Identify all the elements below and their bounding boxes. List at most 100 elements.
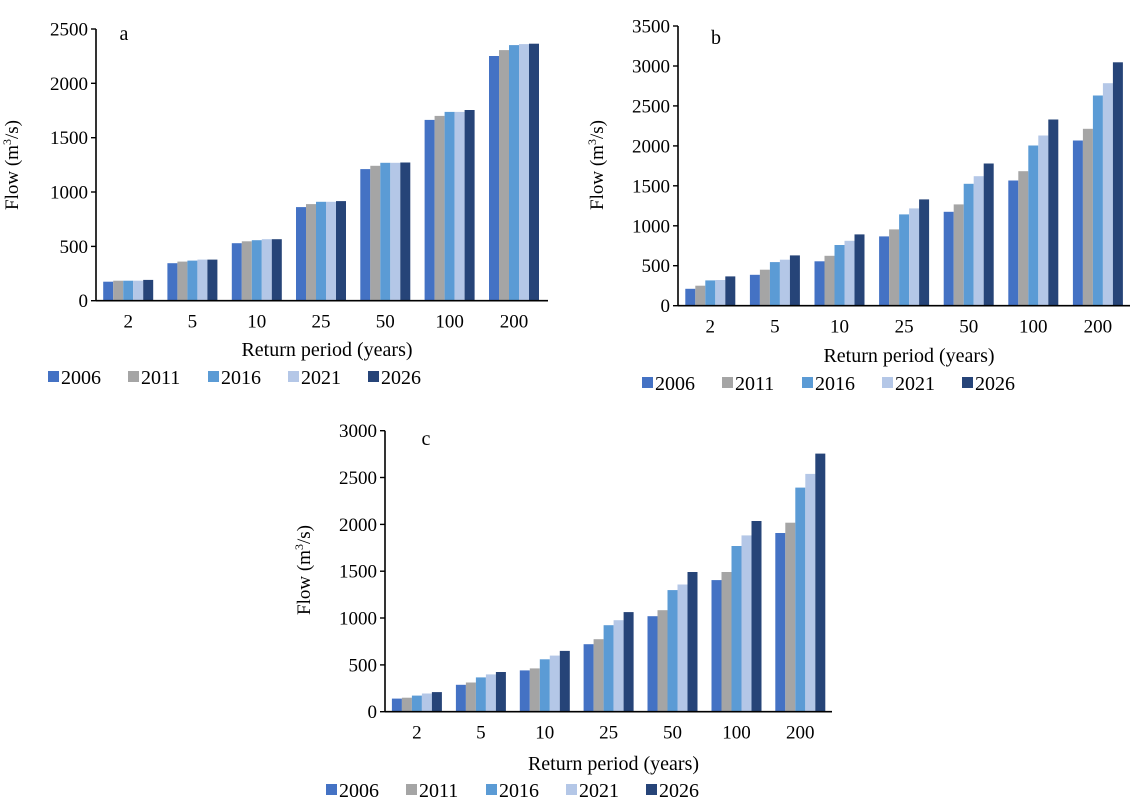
bar-2011-5 xyxy=(465,682,476,712)
bar-2021-2 xyxy=(715,280,726,306)
x-tick-label: 5 xyxy=(770,317,780,338)
bar-2021-200 xyxy=(519,44,529,301)
y-axis-label-sup: 3 xyxy=(0,139,14,145)
legend: 2006 2011 2016 2021 2026 xyxy=(48,367,421,389)
bar-2021-10 xyxy=(844,240,855,306)
y-axis-label: Flow (m3/s) xyxy=(0,120,23,210)
x-axis-label: Return period (years) xyxy=(241,339,412,361)
x-tick-label: 25 xyxy=(895,317,914,338)
bar-2006-10 xyxy=(519,670,530,712)
legend-label: 2026 xyxy=(381,367,421,389)
panel-label: a xyxy=(120,23,129,45)
bar-2021-100 xyxy=(1038,135,1049,306)
bar-2016-25 xyxy=(603,625,614,712)
bar-2026-100 xyxy=(1048,119,1059,306)
bar-2016-200 xyxy=(509,45,519,301)
bar-2021-100 xyxy=(454,111,465,301)
bar-2026-200 xyxy=(1112,62,1123,306)
y-tick-label: 1000 xyxy=(632,216,670,237)
bar-2016-5 xyxy=(769,262,780,306)
legend-swatch-2021 xyxy=(288,371,299,382)
y-tick-label: 2500 xyxy=(339,468,377,489)
bar-2006-2 xyxy=(103,281,114,301)
bar-2006-5 xyxy=(749,274,760,306)
x-tick-label: 2 xyxy=(123,312,133,333)
bar-2016-25 xyxy=(899,214,910,306)
y-tick-label: 3500 xyxy=(632,17,670,38)
bar-2011-10 xyxy=(241,241,252,301)
bar-2016-2 xyxy=(411,695,422,712)
bar-2016-2 xyxy=(705,280,716,306)
y-tick-label: 1000 xyxy=(50,183,88,204)
y-tick-label: 1500 xyxy=(632,176,670,197)
bar-2021-10 xyxy=(261,239,272,301)
bar-2021-5 xyxy=(197,259,208,301)
bar-2026-10 xyxy=(559,650,570,712)
y-tick-label: 500 xyxy=(642,256,671,277)
legend-label: 2021 xyxy=(579,780,619,802)
bar-2006-5 xyxy=(167,263,178,301)
y-tick-label: 1500 xyxy=(339,562,377,583)
bar-2011-5 xyxy=(759,269,770,306)
bar-2011-100 xyxy=(721,572,732,712)
legend-swatch-2011 xyxy=(722,377,733,388)
x-tick-label: 10 xyxy=(830,317,849,338)
x-axis-label: Return period (years) xyxy=(528,753,699,775)
bar-2021-25 xyxy=(326,201,336,301)
bar-2011-50 xyxy=(953,204,964,306)
bar-2021-25 xyxy=(613,620,624,712)
bar-2011-25 xyxy=(889,229,900,306)
bar-2016-100 xyxy=(731,546,742,712)
y-axis-label-tail: /s) xyxy=(2,120,23,139)
x-tick-label: 200 xyxy=(500,312,529,333)
y-tick-label: 2000 xyxy=(339,515,377,536)
legend-label: 2011 xyxy=(141,367,180,389)
y-axis-label-tail: /s) xyxy=(294,525,315,544)
y-tick-label: 0 xyxy=(661,296,671,317)
x-tick-label: 5 xyxy=(476,723,486,744)
legend-label: 2016 xyxy=(499,780,539,802)
bar-2011-200 xyxy=(499,50,509,301)
bar-2026-50 xyxy=(400,162,411,301)
legend-swatch-2026 xyxy=(368,371,379,382)
bar-2011-2 xyxy=(113,280,124,301)
bar-2021-5 xyxy=(779,259,790,306)
legend-label: 2011 xyxy=(419,780,458,802)
bar-2006-200 xyxy=(775,533,786,712)
bar-2016-5 xyxy=(475,677,486,712)
legend-swatch-2006 xyxy=(48,371,59,382)
bar-2011-25 xyxy=(593,639,604,712)
y-tick-label: 2500 xyxy=(50,20,88,41)
legend-swatch-2006 xyxy=(326,784,337,795)
bar-2016-100 xyxy=(444,111,455,301)
y-tick-label: 3000 xyxy=(339,421,377,442)
bar-2021-200 xyxy=(805,473,816,712)
y-tick-label: 1500 xyxy=(50,128,88,149)
x-tick-label: 50 xyxy=(376,312,395,333)
y-tick-label: 2000 xyxy=(632,136,670,157)
x-tick-label: 200 xyxy=(786,723,815,744)
bar-2026-10 xyxy=(854,234,865,306)
x-tick-label: 25 xyxy=(599,723,618,744)
bar-2021-10 xyxy=(549,655,560,712)
legend-swatch-2021 xyxy=(566,784,577,795)
legend: 2006 2011 2016 2021 2026 xyxy=(642,373,1015,395)
legend-label: 2006 xyxy=(61,367,101,389)
legend-swatch-2016 xyxy=(486,784,497,795)
bar-2021-50 xyxy=(677,584,688,712)
bar-2016-50 xyxy=(380,162,391,301)
bar-2021-2 xyxy=(133,280,144,301)
y-axis-label-main: Flow (m xyxy=(587,145,608,210)
y-tick-label: 2500 xyxy=(632,96,670,117)
bar-2006-25 xyxy=(879,236,890,306)
y-axis-label-sup: 3 xyxy=(585,139,599,145)
legend-label: 2026 xyxy=(659,780,699,802)
x-tick-label: 10 xyxy=(535,723,554,744)
x-tick-label: 100 xyxy=(722,723,751,744)
legend-swatch-2011 xyxy=(406,784,417,795)
bar-2016-50 xyxy=(667,590,678,712)
x-tick-label: 25 xyxy=(312,312,331,333)
bar-2006-200 xyxy=(489,56,499,301)
